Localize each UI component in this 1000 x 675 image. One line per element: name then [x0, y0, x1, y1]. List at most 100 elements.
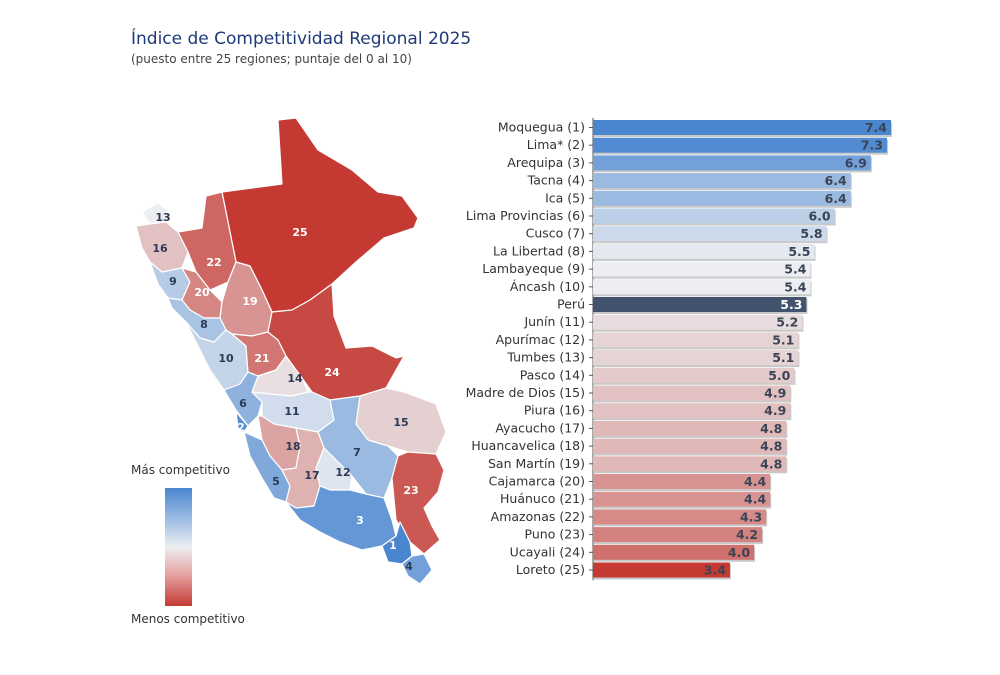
- category-label: Pasco (14): [520, 367, 585, 382]
- map-region-ucayali: [267, 283, 405, 401]
- map-region-tacna: [401, 553, 433, 585]
- category-label: Áncash (10): [510, 279, 585, 294]
- bar-12: [593, 332, 799, 348]
- value-label: 4.0: [728, 545, 750, 560]
- category-label: Junín (11): [523, 314, 585, 329]
- map-region-moquegua: [381, 521, 413, 565]
- map-label-pasco: 14: [287, 372, 303, 385]
- value-label: 5.8: [800, 226, 822, 241]
- map-region-piura: [135, 221, 189, 273]
- bar-20: [593, 474, 771, 489]
- legend-label-low: Menos competitivo: [131, 612, 245, 626]
- value-label: 6.9: [845, 155, 867, 170]
- bar-6: [593, 226, 827, 242]
- map-label-madrededios: 15: [393, 416, 408, 429]
- category-label: Ucayali (24): [510, 544, 585, 559]
- value-label: 6.0: [808, 209, 830, 224]
- bar-18: [593, 438, 787, 454]
- category-label: Apurímac (12): [496, 332, 585, 347]
- bar-24: [593, 544, 755, 560]
- value-label: 5.0: [768, 368, 790, 383]
- bar-2: [593, 155, 871, 171]
- bar-23: [593, 527, 763, 543]
- bar-13: [593, 350, 799, 366]
- map-label-cajamarca: 20: [194, 286, 210, 299]
- bar-5: [593, 208, 835, 224]
- value-label: 7.3: [861, 138, 883, 153]
- value-label: 5.4: [784, 262, 806, 277]
- map-region-arequipa: [285, 485, 397, 551]
- category-label: Madre de Dios (15): [466, 385, 585, 400]
- bar-22: [593, 509, 767, 525]
- bar-3: [593, 173, 851, 189]
- category-label: Ica (5): [545, 190, 585, 205]
- map-label-ucayali: 24: [324, 366, 340, 379]
- bar-10: [593, 297, 807, 312]
- map-label-arequipa: 3: [356, 514, 364, 527]
- value-label: 4.3: [740, 509, 762, 524]
- bar-15: [593, 385, 791, 401]
- category-label: Perú: [557, 297, 585, 312]
- map-region-puno: [391, 451, 445, 555]
- value-label: 4.4: [744, 492, 766, 507]
- bar-19: [593, 456, 787, 472]
- map-label-tumbes: 13: [155, 211, 170, 224]
- value-label: 5.4: [784, 279, 806, 294]
- map-label-huancavelica: 18: [285, 440, 300, 453]
- legend-label-high: Más competitivo: [131, 463, 230, 477]
- map-label-ica: 5: [272, 475, 280, 488]
- category-label: Tacna (4): [527, 173, 585, 188]
- map-label-cusco: 7: [353, 446, 361, 459]
- category-label: Cajamarca (20): [489, 474, 585, 489]
- bar-21: [593, 491, 771, 507]
- value-label: 4.2: [736, 527, 758, 542]
- category-label: Lima* (2): [527, 137, 585, 152]
- category-label: Arequipa (3): [507, 155, 585, 170]
- color-scale-legend: [165, 488, 192, 606]
- map-label-limaprov: 6: [239, 397, 247, 410]
- value-label: 5.1: [772, 350, 794, 365]
- chart-subtitle: (puesto entre 25 regiones; puntaje del 0…: [131, 52, 412, 66]
- bar-9: [593, 279, 811, 295]
- map-label-ayacucho: 17: [304, 469, 319, 482]
- category-label: San Martín (19): [488, 456, 585, 471]
- map-label-sanmartin: 19: [242, 295, 257, 308]
- map-label-piura: 16: [152, 242, 168, 255]
- bar-17: [593, 420, 787, 436]
- map-label-lambayeque: 9: [169, 275, 177, 288]
- category-label: Moquegua (1): [498, 120, 585, 135]
- chart-title: Índice de Competitividad Regional 2025: [131, 29, 472, 49]
- value-label: 4.9: [764, 386, 786, 401]
- category-label: Tumbes (13): [506, 350, 585, 365]
- value-label: 5.3: [780, 297, 802, 312]
- map-label-tacna: 4: [405, 560, 413, 573]
- value-label: 4.4: [744, 474, 766, 489]
- value-label: 4.9: [764, 403, 786, 418]
- map-label-junin: 11: [284, 405, 299, 418]
- category-label: La Libertad (8): [493, 243, 585, 258]
- bar-14: [593, 367, 795, 383]
- bar-4: [593, 190, 851, 206]
- category-label: Loreto (25): [516, 562, 585, 577]
- bar-1: [593, 137, 887, 153]
- map-label-lima: 2: [237, 421, 245, 434]
- value-label: 4.8: [760, 421, 782, 436]
- category-label: Cusco (7): [526, 226, 585, 241]
- bar-8: [593, 261, 811, 277]
- bar-16: [593, 403, 791, 419]
- bar-0: [593, 120, 891, 135]
- value-label: 5.1: [772, 332, 794, 347]
- category-label: Lambayeque (9): [482, 261, 585, 276]
- value-label: 3.4: [704, 563, 726, 578]
- value-label: 4.8: [760, 456, 782, 471]
- value-label: 7.4: [865, 120, 887, 135]
- category-label: Ayacucho (17): [495, 420, 585, 435]
- map-label-huanuco: 21: [254, 352, 269, 365]
- map-label-moquegua: 1: [389, 539, 397, 552]
- category-label: Puno (23): [525, 527, 585, 542]
- category-label: Huánuco (21): [500, 491, 585, 506]
- map-region-tumbes: [141, 202, 169, 225]
- category-label: Piura (16): [524, 403, 585, 418]
